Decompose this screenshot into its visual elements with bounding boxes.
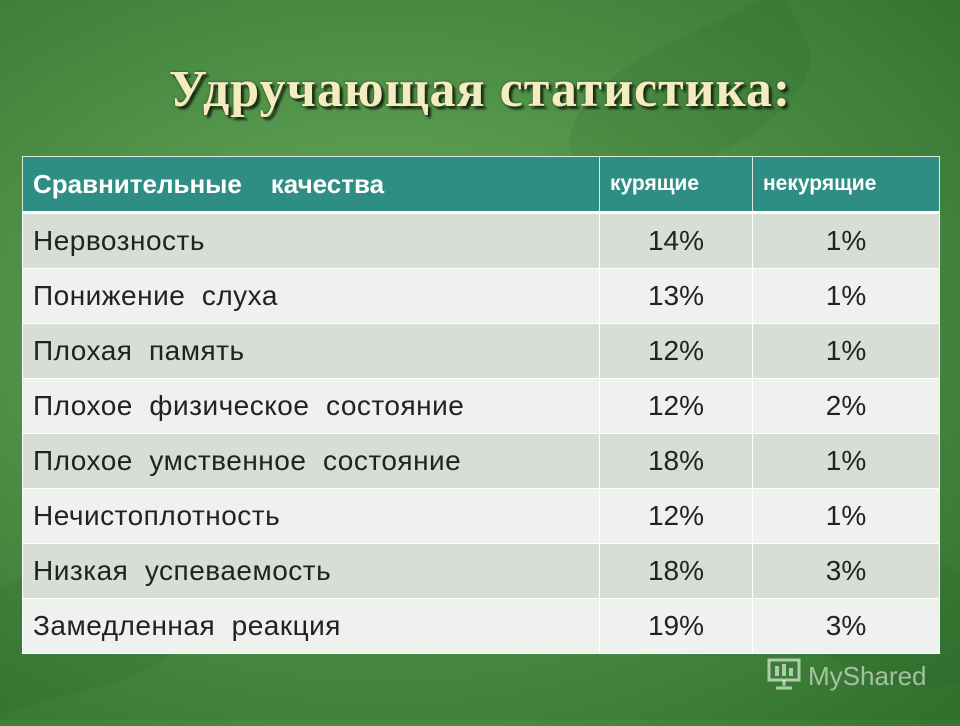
table-header-row: Сравнительные качества курящие некурящие bbox=[22, 156, 940, 214]
smokers-cell: 18% bbox=[599, 433, 753, 489]
header-smokers: курящие bbox=[599, 156, 753, 214]
statistics-table: Сравнительные качества курящие некурящие… bbox=[22, 156, 940, 654]
slide-title: Удручающая статистика: bbox=[168, 61, 792, 118]
presentation-board-icon bbox=[766, 656, 808, 697]
quality-cell: Плохое физическое состояние bbox=[22, 378, 600, 434]
header-nonsmokers: некурящие bbox=[752, 156, 940, 214]
smokers-cell: 12% bbox=[599, 378, 753, 434]
smokers-cell: 12% bbox=[599, 488, 753, 544]
smokers-cell: 18% bbox=[599, 543, 753, 599]
quality-cell: Нервозность bbox=[22, 212, 600, 269]
table-row: Плохое физическое состояние 12% 2% bbox=[22, 378, 940, 434]
nonsmokers-cell: 1% bbox=[752, 323, 940, 379]
smokers-cell: 14% bbox=[599, 212, 753, 269]
header-quality: Сравнительные качества bbox=[22, 156, 600, 214]
smokers-cell: 13% bbox=[599, 268, 753, 324]
table-row: Плохая память 12% 1% bbox=[22, 323, 940, 379]
table-row: Замедленная реакция 19% 3% bbox=[22, 598, 940, 654]
quality-cell: Замедленная реакция bbox=[22, 598, 600, 654]
table-row: Плохое умственное состояние 18% 1% bbox=[22, 433, 940, 489]
nonsmokers-cell: 3% bbox=[752, 598, 940, 654]
nonsmokers-cell: 1% bbox=[752, 488, 940, 544]
table-row: Низкая успеваемость 18% 3% bbox=[22, 543, 940, 599]
quality-cell: Низкая успеваемость bbox=[22, 543, 600, 599]
quality-cell: Нечистоплотность bbox=[22, 488, 600, 544]
nonsmokers-cell: 1% bbox=[752, 268, 940, 324]
nonsmokers-cell: 1% bbox=[752, 433, 940, 489]
nonsmokers-cell: 2% bbox=[752, 378, 940, 434]
quality-cell: Плохое умственное состояние bbox=[22, 433, 600, 489]
table-row: Нервозность 14% 1% bbox=[22, 212, 940, 269]
nonsmokers-cell: 3% bbox=[752, 543, 940, 599]
smokers-cell: 12% bbox=[599, 323, 753, 379]
nonsmokers-cell: 1% bbox=[752, 212, 940, 269]
table-row: Понижение слуха 13% 1% bbox=[22, 268, 940, 324]
smokers-cell: 19% bbox=[599, 598, 753, 654]
watermark: MyShared bbox=[766, 656, 927, 697]
quality-cell: Понижение слуха bbox=[22, 268, 600, 324]
quality-cell: Плохая память bbox=[22, 323, 600, 379]
watermark-text: MyShared bbox=[808, 661, 927, 691]
table-row: Нечистоплотность 12% 1% bbox=[22, 488, 940, 544]
